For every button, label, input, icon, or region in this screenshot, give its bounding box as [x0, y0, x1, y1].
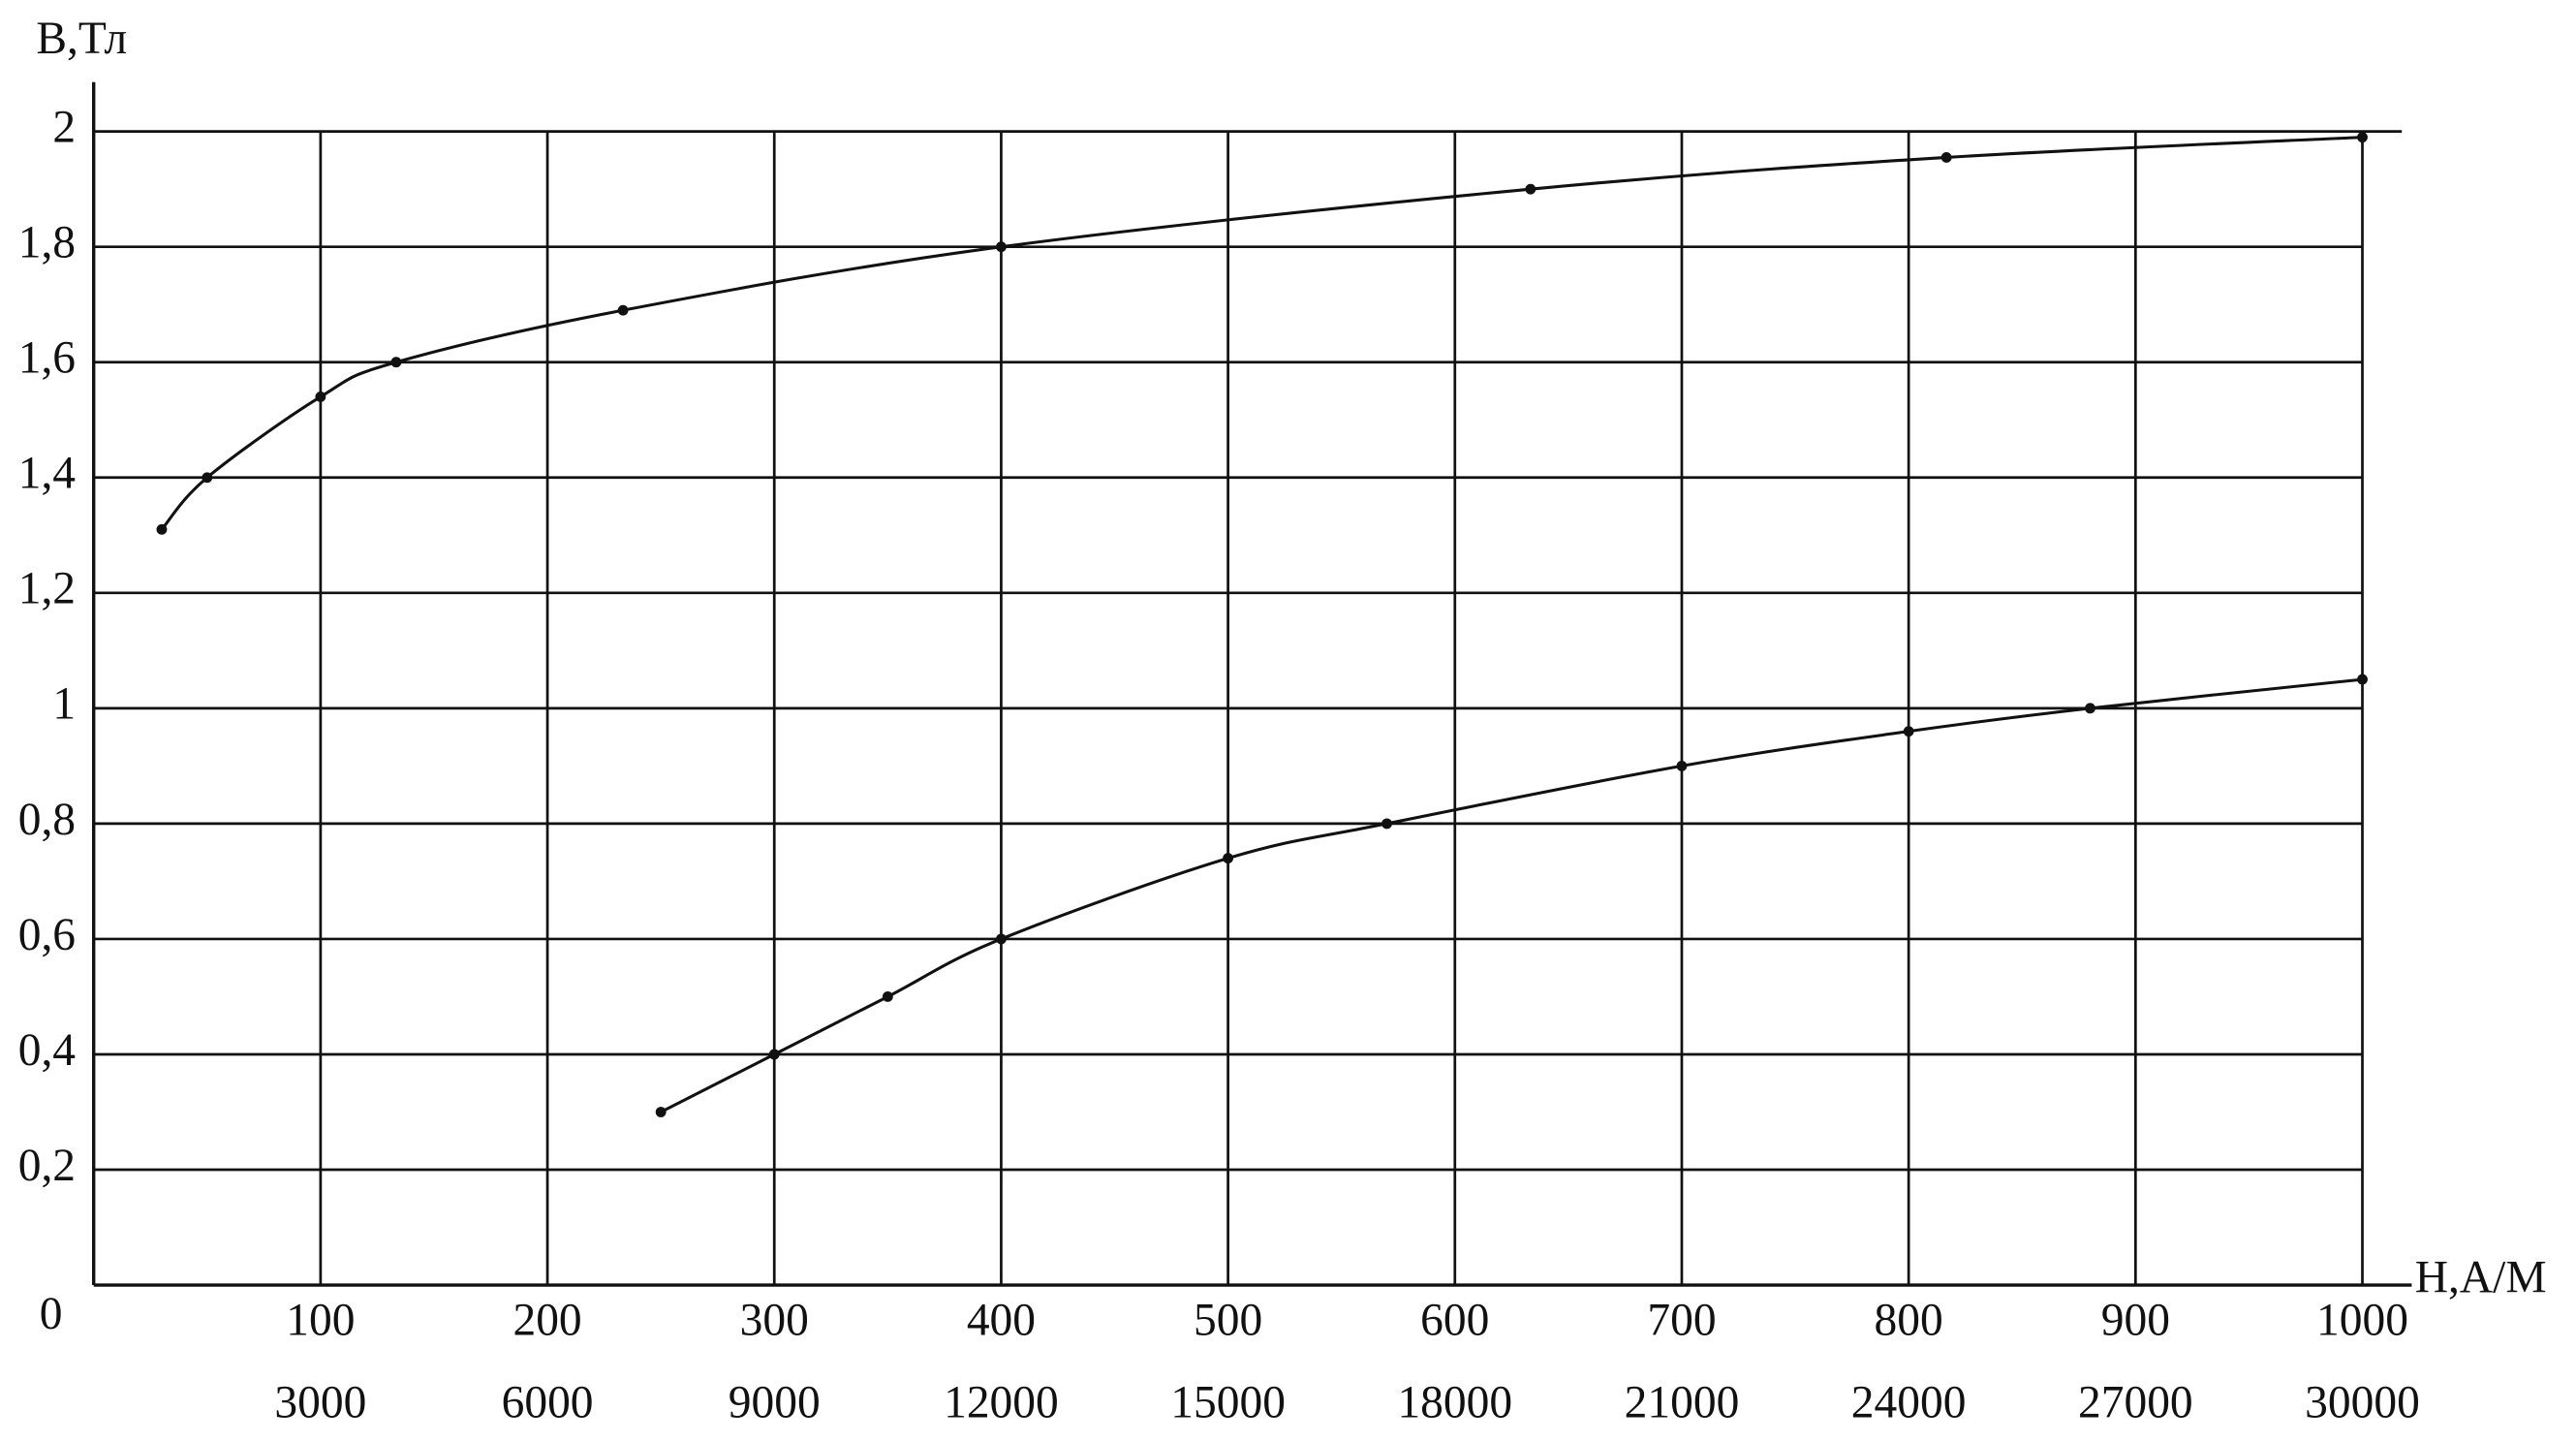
y-tick-label: 1,6: [18, 333, 76, 384]
y-tick-label: 0: [40, 1289, 63, 1339]
data-point: [617, 304, 629, 316]
data-point: [2357, 674, 2368, 685]
y-tick-label: 2: [52, 103, 76, 153]
x2-tick-label: 21000: [1625, 1377, 1740, 1427]
x2-tick-label: 18000: [1397, 1377, 1512, 1427]
data-point: [2085, 703, 2095, 714]
y-tick-label: 1: [52, 679, 76, 730]
y-tick-label: 0,2: [18, 1141, 76, 1191]
data-point: [156, 523, 168, 535]
x2-tick-label: 15000: [1170, 1377, 1286, 1427]
y-tick-label: 1,8: [18, 218, 76, 268]
curve: [160, 136, 2363, 531]
data-point: [390, 357, 402, 368]
data-point: [202, 472, 213, 484]
x2-tick-label: 12000: [944, 1377, 1059, 1427]
data-point: [1903, 726, 1914, 737]
y-axis-label: B,Тл: [36, 14, 127, 64]
data-point: [882, 991, 893, 1002]
x2-tick-label: 9000: [729, 1377, 821, 1427]
curve: [660, 677, 2363, 1113]
x2-tick-label: 27000: [2078, 1377, 2193, 1427]
x-tick-label: 1000: [2316, 1296, 2408, 1346]
x-tick-label: 600: [1420, 1296, 1489, 1346]
x-tick-label: 700: [1647, 1296, 1716, 1346]
data-point: [1940, 152, 1952, 163]
data-point: [995, 241, 1007, 253]
x-tick-label: 500: [1194, 1296, 1262, 1346]
data-point: [1676, 760, 1688, 771]
data-point: [995, 933, 1007, 945]
y-tick-label: 0,4: [18, 1025, 76, 1076]
x2-tick-label: 24000: [1851, 1377, 1967, 1427]
data-point: [1381, 818, 1392, 830]
data-point: [1525, 183, 1536, 195]
x-tick-label: 300: [740, 1296, 809, 1346]
y-tick-label: 0,6: [18, 910, 76, 960]
data-point: [768, 1049, 780, 1060]
x-tick-label: 900: [2101, 1296, 2170, 1346]
y-tick-label: 1,2: [18, 564, 76, 614]
y-tick-label: 1,4: [18, 449, 76, 499]
data-point: [2357, 132, 2368, 143]
x-tick-label: 100: [286, 1296, 355, 1346]
x-tick-label: 800: [1875, 1296, 1943, 1346]
data-point: [1223, 853, 1234, 864]
data-point: [655, 1107, 667, 1117]
x2-tick-label: 30000: [2305, 1377, 2420, 1427]
x2-tick-label: 3000: [274, 1377, 366, 1427]
x-axis-label: H,A/M: [2415, 1253, 2547, 1303]
x-tick-label: 200: [512, 1296, 581, 1346]
x2-tick-label: 6000: [502, 1377, 594, 1427]
x-tick-label: 400: [967, 1296, 1036, 1346]
data-point: [315, 392, 326, 402]
y-tick-label: 0,8: [18, 795, 76, 845]
